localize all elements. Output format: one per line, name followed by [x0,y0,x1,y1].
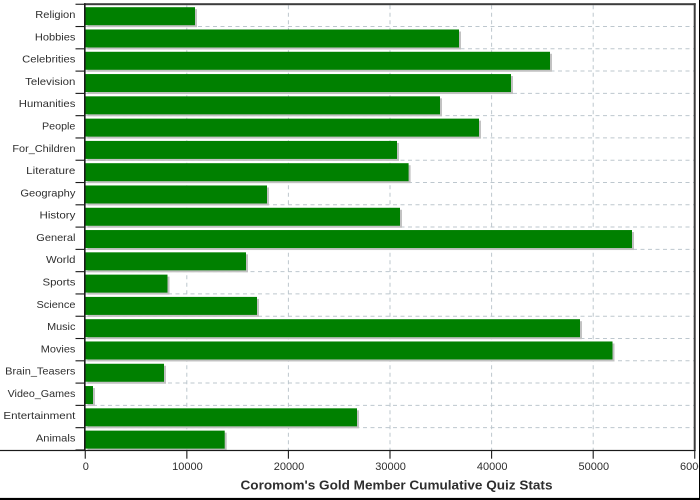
svg-text:General: General [36,233,75,244]
svg-text:Geography: Geography [20,188,76,199]
svg-text:60000: 60000 [680,461,700,473]
svg-text:20000: 20000 [274,461,305,473]
svg-text:Literature: Literature [26,166,75,177]
svg-text:Hobbies: Hobbies [35,32,76,43]
svg-text:History: History [40,211,77,222]
svg-text:World: World [46,255,76,266]
svg-text:Sports: Sports [43,277,76,288]
svg-text:Music: Music [47,322,75,333]
svg-text:0: 0 [83,461,89,473]
svg-text:Video_Games: Video_Games [8,389,76,400]
svg-text:Religion: Religion [35,10,75,21]
svg-text:10000: 10000 [172,461,203,473]
svg-text:Movies: Movies [41,344,76,355]
svg-text:Animals: Animals [36,433,76,444]
svg-text:50000: 50000 [579,461,610,473]
svg-text:People: People [42,121,76,132]
svg-text:Television: Television [25,77,75,88]
svg-text:30000: 30000 [375,461,406,473]
svg-text:40000: 40000 [477,461,508,473]
svg-text:Science: Science [37,300,76,311]
svg-text:Celebrities: Celebrities [22,55,75,66]
svg-text:For_Children: For_Children [12,144,75,155]
svg-text:Coromom's Gold Member Cumulati: Coromom's Gold Member Cumulative Quiz St… [241,479,553,493]
svg-text:Humanities: Humanities [19,99,76,110]
svg-text:Entertainment: Entertainment [3,411,75,422]
svg-text:Brain_Teasers: Brain_Teasers [5,367,75,378]
